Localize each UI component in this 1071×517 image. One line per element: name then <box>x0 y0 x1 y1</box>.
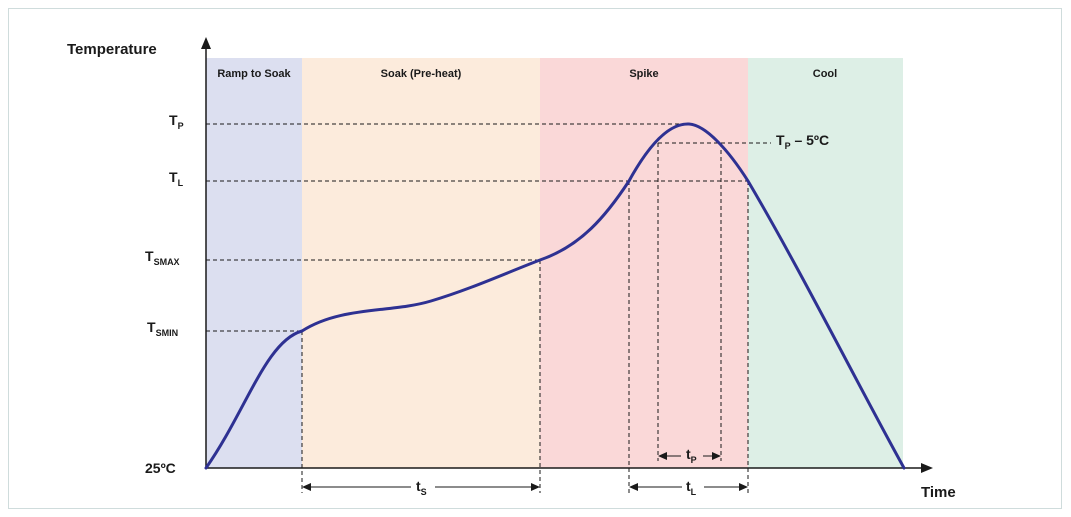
dim-tp-arrow-left-icon <box>658 452 667 460</box>
zone-soak <box>302 58 540 468</box>
label-tl: TL <box>169 169 184 188</box>
dim-tl-label-bg <box>682 475 704 495</box>
label-tsmin: TSMIN <box>147 319 178 338</box>
x-axis-arrow-icon <box>921 463 933 473</box>
reflow-profile-diagram: Ramp to Soak Soak (Pre-heat) Spike Cool … <box>67 37 956 501</box>
dim-ts-arrow-right-icon <box>531 483 540 491</box>
dim-tp-label-bg <box>681 444 703 463</box>
diagram-frame: Ramp to Soak Soak (Pre-heat) Spike Cool … <box>8 8 1062 509</box>
zone-spike <box>540 58 748 468</box>
zone-label-cool: Cool <box>813 68 837 80</box>
zone-label-soak: Soak (Pre-heat) <box>381 68 462 80</box>
dim-tp-arrow-right-icon <box>712 452 721 460</box>
dim-ts-arrow-left-icon <box>302 483 311 491</box>
dim-tl-arrow-left-icon <box>629 483 638 491</box>
dim-tl-arrow-right-icon <box>739 483 748 491</box>
zone-label-spike: Spike <box>629 68 658 80</box>
label-tp-minus-5: TP – 5ºC <box>776 132 829 151</box>
zone-ramp <box>206 58 302 468</box>
dim-tl-label: tL <box>686 478 697 497</box>
origin-label: 25ºC <box>145 460 176 476</box>
y-axis-arrow-icon <box>201 37 211 49</box>
dim-ts-label-bg <box>411 475 435 495</box>
label-tp: TP <box>169 112 184 131</box>
dim-ts-label: tS <box>416 478 427 497</box>
zone-cool <box>748 58 903 468</box>
y-axis-label: Temperature <box>67 41 157 58</box>
temperature-profile-curve <box>204 122 906 470</box>
x-axis-label: Time <box>921 484 956 501</box>
dim-tp-label: tP <box>686 446 697 465</box>
zone-label-ramp: Ramp to Soak <box>217 68 291 80</box>
label-tsmax: TSMAX <box>145 248 180 267</box>
